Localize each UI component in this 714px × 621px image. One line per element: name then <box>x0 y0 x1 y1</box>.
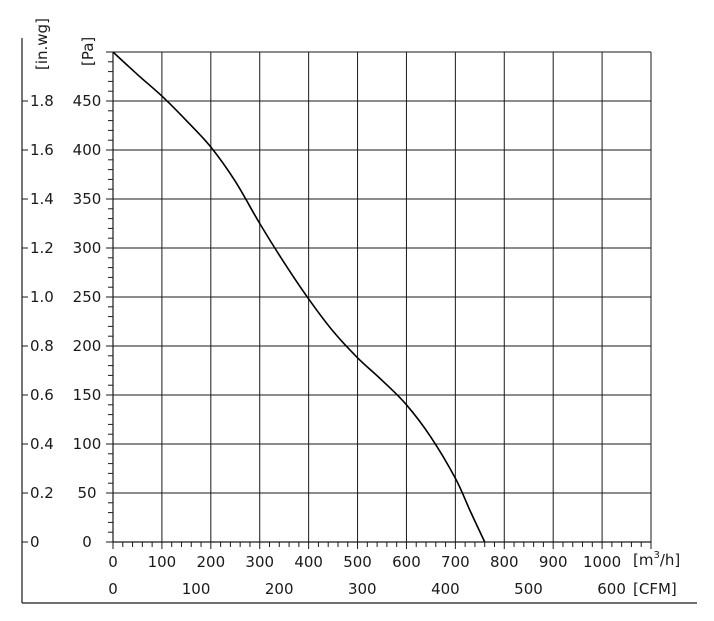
x-tick-label-m3h: 500 <box>343 553 372 571</box>
y-tick-label-pa: 450 <box>73 92 102 110</box>
x-tick-label-m3h: 0 <box>108 553 118 571</box>
x-tick-label-cfm: 400 <box>431 580 460 598</box>
x-tick-label-m3h: 200 <box>196 553 225 571</box>
y-tick-label-pa: 250 <box>73 288 102 306</box>
x-unit-label-cfm: [CFM] <box>633 580 677 598</box>
y-tick-label-pa: 300 <box>73 239 102 257</box>
y-tick-label-inwg: 0.4 <box>30 435 54 453</box>
performance-curve <box>112 51 486 543</box>
x-tick-label-m3h: 1000 <box>583 553 621 571</box>
axes <box>21 38 697 604</box>
y-tick-label-inwg: 0.6 <box>30 386 54 404</box>
y-tick-label-pa: 150 <box>73 386 102 404</box>
x-unit-base: [m <box>633 551 653 569</box>
y-tick-label-inwg: 1.6 <box>30 141 54 159</box>
x-tick-label-cfm: 300 <box>348 580 377 598</box>
y-tick-label-inwg: 0.2 <box>30 484 54 502</box>
x-tick-label-m3h: 300 <box>245 553 274 571</box>
y-tick-label-pa: 400 <box>73 141 102 159</box>
x-tick-label-cfm: 200 <box>265 580 294 598</box>
x-tick-label-m3h: 600 <box>392 553 421 571</box>
y-tick-label-inwg: 1.2 <box>30 239 54 257</box>
grid-lines <box>113 51 652 542</box>
y-unit-label-pa: [Pa] <box>79 37 97 66</box>
x-unit-label-m3h: [m3/h] <box>633 550 680 569</box>
y-tick-label-pa: 100 <box>73 435 102 453</box>
x-unit-tail: /h] <box>660 551 680 569</box>
x-tick-label-m3h: 800 <box>490 553 519 571</box>
tick-marks <box>22 51 652 549</box>
y-tick-label-inwg: 0.8 <box>30 337 54 355</box>
y-tick-label-inwg: 1.8 <box>30 92 54 110</box>
y-tick-label-pa: 50 <box>77 484 96 502</box>
y-tick-label-pa: 200 <box>73 337 102 355</box>
curve-layer <box>112 51 486 543</box>
x-tick-label-m3h: 100 <box>148 553 177 571</box>
y-tick-label-pa: 0 <box>82 533 92 551</box>
x-tick-label-m3h: 700 <box>441 553 470 571</box>
x-tick-label-cfm: 100 <box>182 580 211 598</box>
x-tick-label-m3h: 900 <box>539 553 568 571</box>
y-tick-label-inwg: 1.4 <box>30 190 54 208</box>
y-tick-label-pa: 350 <box>73 190 102 208</box>
y-tick-label-inwg: 0 <box>30 533 40 551</box>
y-unit-label-inwg: [in.wg] <box>33 18 51 70</box>
x-tick-label-cfm: 0 <box>108 580 118 598</box>
x-tick-label-cfm: 500 <box>514 580 543 598</box>
x-unit-superscript: 3 <box>653 550 659 561</box>
x-tick-label-m3h: 400 <box>294 553 323 571</box>
y-tick-label-inwg: 1.0 <box>30 288 54 306</box>
x-tick-label-cfm: 600 <box>597 580 626 598</box>
tick-labels: 0 50 100 150 200 250 300 350 400 450 0 0.2 0.4 0.6 0.8… <box>30 92 626 598</box>
